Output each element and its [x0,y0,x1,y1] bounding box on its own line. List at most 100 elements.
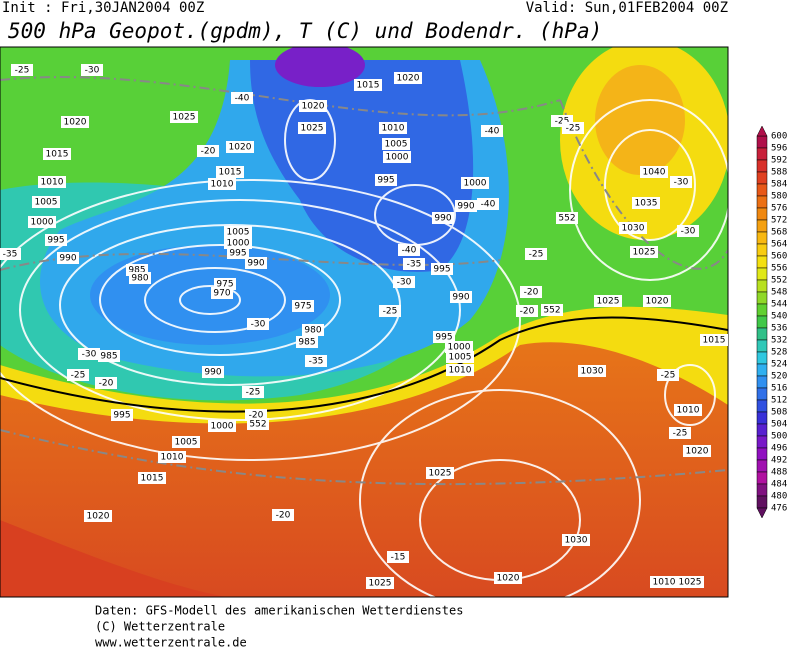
contour-label: 1005 [175,438,198,448]
label-box [394,72,422,84]
colorbar-box [756,219,768,233]
label-box [677,225,699,237]
contour-label: 990 [457,202,474,212]
label-box [393,276,415,288]
label-box [78,348,100,360]
contour-label: 1010 [449,366,472,376]
label-box [67,369,89,381]
contour-label: -35 [3,250,18,260]
colorbar-end [756,125,768,137]
label-box [450,291,472,303]
label-box [138,472,166,484]
contour-label: -25 [555,117,570,127]
colorbar-label: 504 [771,420,787,430]
label-box [305,355,327,367]
contour-label: 995 [435,333,452,343]
colorbar-label: 488 [771,468,787,478]
colorbar-box [756,495,768,509]
colorbar-box [756,315,768,329]
contour-label: 995 [377,176,394,186]
label-box [81,64,103,76]
contour-label: -25 [661,371,676,381]
contour-label: -30 [85,66,100,76]
contour-label: -40 [485,127,500,137]
colorbar-box [756,159,768,173]
colorbar-label: 584 [771,180,787,190]
contour-label: 975 [294,302,311,312]
label-box [676,576,704,588]
label-box [302,324,324,336]
contour-label: 1005 [385,140,408,150]
label-box [98,350,120,362]
label-box [32,196,60,208]
colorbar-box [756,327,768,341]
label-box [640,166,668,178]
label-box [619,222,647,234]
label-box [226,141,254,153]
label-box [494,572,522,584]
footer-line: Daten: GFS-Modell des amerikanischen Wet… [95,604,463,618]
label-box [562,534,590,546]
contour-label: -25 [15,66,30,76]
contour-label: 1015 [703,336,726,346]
contour-label: 1030 [622,224,645,234]
contour-label: 980 [131,274,148,284]
colorbar-box [756,459,768,473]
contour-label: 1005 [227,228,250,238]
contour-label: -30 [82,350,97,360]
colorbar-label: 600 [771,132,787,142]
contour-label: 1015 [141,474,164,484]
label-box [446,351,474,363]
contour-label: 1010 [382,124,405,134]
label-box [11,64,33,76]
contour-label: 1020 [87,512,110,522]
contour-label: -25 [566,124,581,134]
label-box [170,111,198,123]
contour-label: 1010 [211,180,234,190]
label-box [477,198,499,210]
contour-label: 1020 [646,297,669,307]
label-box [431,263,453,275]
contour-label: 1025 [369,579,392,589]
contour-label: 1000 [31,218,54,228]
contour-label: 1020 [64,118,87,128]
label-box [594,295,622,307]
contour-label: 995 [47,236,64,246]
contour-label: 552 [249,420,266,430]
contour-label: 1020 [229,143,252,153]
label-box [383,151,411,163]
contour-label: 1025 [679,578,702,588]
label-box [231,92,253,104]
colorbar-label: 540 [771,312,787,322]
colorbar-label: 496 [771,444,787,454]
contour-label: 1030 [581,367,604,377]
label-box [158,451,186,463]
contour-label: 990 [452,293,469,303]
label-box [208,178,236,190]
label-box [630,246,658,258]
label-box [245,257,267,269]
contour-label: 1025 [301,124,324,134]
init-time: Init : Fri,30JAN2004 00Z [2,0,204,16]
contour-label: 1000 [386,153,409,163]
contour-label: 1040 [643,168,666,178]
contour-label: 1010 [161,453,184,463]
label-box [683,445,711,457]
contour-label: -20 [249,411,264,421]
contour-label: 1005 [35,198,58,208]
colorbar-box [756,423,768,437]
contour-label: 1005 [449,353,472,363]
contour-label: -20 [520,307,535,317]
contour-label: 1010 [41,178,64,188]
label-box [61,116,89,128]
contour-label: 552 [543,306,560,316]
contour-label: -15 [391,553,406,563]
label-box [43,148,71,160]
label-box [461,177,489,189]
label-box [28,216,56,228]
label-box [366,577,394,589]
colorbar-label: 576 [771,204,787,214]
contour-label: 985 [100,352,117,362]
colorbar-box [756,435,768,449]
